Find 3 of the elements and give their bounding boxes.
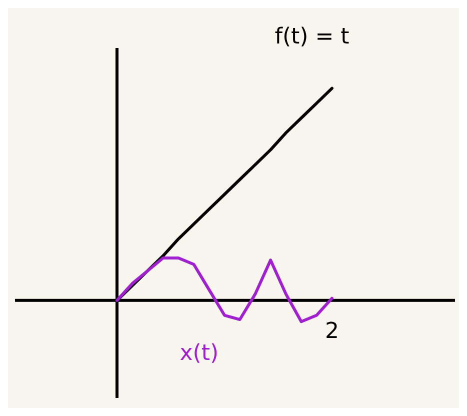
series-label: x(t)	[180, 340, 219, 366]
annotation: 2	[325, 319, 339, 344]
series-label: f(t) = t	[274, 24, 350, 50]
